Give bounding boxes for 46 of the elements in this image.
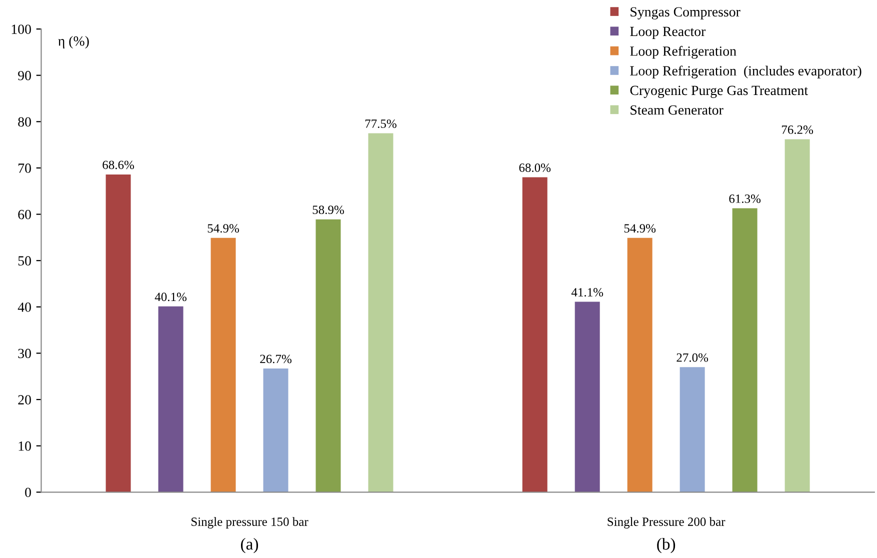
- y-tick-label: 70: [18, 164, 31, 173]
- data-label: 54.9%: [624, 224, 656, 233]
- x-tick-label: Single Pressure 200 bar: [608, 517, 726, 529]
- bar: [732, 208, 758, 492]
- bar: [680, 367, 705, 492]
- legend-label: Syngas Compressor: [630, 7, 740, 20]
- legend-label: Cryogenic Purge Gas Treatment: [630, 86, 808, 98]
- bar: [210, 238, 236, 492]
- y-tick-label: 20: [18, 395, 31, 404]
- data-label: 68.0%: [519, 163, 551, 172]
- data-label: 41.1%: [571, 288, 604, 297]
- bar: [368, 133, 394, 492]
- data-label: 40.1%: [154, 292, 186, 302]
- legend-label: Steam Generator: [630, 105, 724, 115]
- bar: [106, 174, 131, 492]
- y-tick-label: 0: [25, 488, 31, 498]
- bar: [263, 368, 288, 492]
- data-label: 68.6%: [102, 160, 134, 170]
- y-axis-title: η (%): [58, 36, 89, 49]
- x-tick-label: Single pressure 150 bar: [192, 517, 308, 529]
- text: (a): [240, 538, 258, 554]
- y-tick-label: 60: [18, 210, 31, 220]
- y-tick-label: 90: [18, 70, 31, 80]
- data-label: 27.0%: [676, 353, 708, 362]
- legend-label: Loop Refrigeration: [630, 46, 736, 59]
- legend-label: Loop Reactor: [630, 26, 706, 39]
- y-tick-label: 50: [18, 256, 31, 266]
- bar: [784, 139, 810, 492]
- bar: [574, 302, 600, 492]
- legend-label: Loop Refrigeration (includes evaporator): [630, 66, 862, 78]
- y-tick-label: 10: [18, 441, 31, 451]
- data-label: 76.2%: [782, 125, 814, 134]
- data-label: 54.9%: [208, 224, 239, 233]
- data-label: 26.7%: [260, 354, 292, 364]
- bar: [627, 238, 652, 492]
- y-tick-label: 80: [18, 117, 31, 127]
- bar: [316, 219, 341, 492]
- text: (b): [657, 538, 676, 554]
- data-label: 61.3%: [729, 194, 761, 203]
- bar: [158, 306, 184, 492]
- bar: [522, 177, 548, 492]
- y-tick-label: 40: [18, 302, 31, 312]
- y-tick-label: 30: [18, 348, 31, 358]
- data-label: 77.5%: [365, 119, 396, 128]
- y-tick-label: 100: [12, 24, 31, 34]
- data-label: 58.9%: [312, 206, 344, 214]
